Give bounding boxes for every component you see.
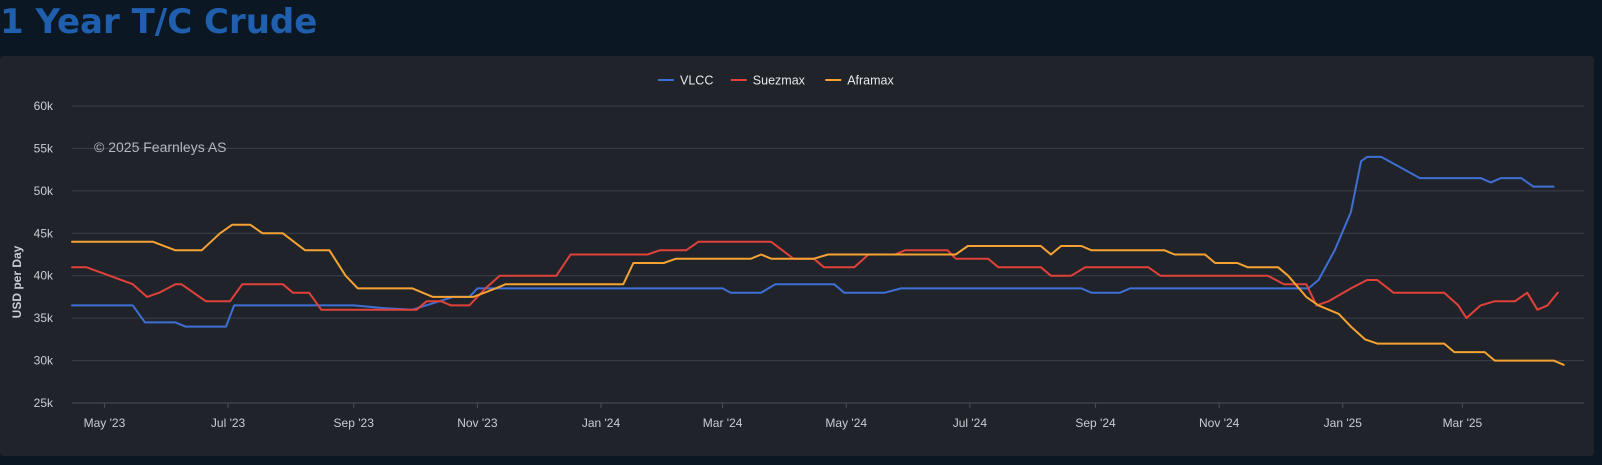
credits-text: © 2025 Fearnleys AS [94,139,227,155]
y-tick-label: 35k [34,311,54,325]
legend: VLCC Suezmax Aframax [658,74,894,88]
x-tick-label: Jan '25 [1324,416,1363,430]
legend-item-vlcc[interactable]: VLCC [658,74,713,88]
x-tick-label: Mar '25 [1443,416,1483,430]
y-tick-label: 60k [34,99,54,113]
x-tick-label: Sep '23 [334,416,375,430]
legend-item-aframax[interactable]: Aframax [825,74,894,88]
line-chart: 25k 30k 35k 40k 45k 50k 55k 60k May '23 Jul '23 S… [10,74,1584,430]
x-tick-label: Sep '24 [1075,416,1116,430]
x-tick-label: Nov '24 [1199,416,1240,430]
page-title: 1 Year T/C Crude [0,2,318,42]
x-tick-label: May '24 [825,416,867,430]
x-tick-label: Jan '24 [582,416,621,430]
series-layer [71,155,1565,366]
y-tick-label: 55k [34,141,54,155]
grid-lines [72,105,1584,404]
x-tick-label: May '23 [84,416,126,430]
chart-panel: 25k 30k 35k 40k 45k 50k 55k 60k May '23 Jul '23 S… [0,56,1594,456]
y-tick-label: 25k [34,396,54,410]
y-axis-label: USD per Day [10,245,24,318]
y-tick-label: 30k [34,354,54,368]
x-axis-ticks: May '23 Jul '23 Sep '23 Nov '23 Jan '24 Mar '… [72,402,1584,430]
y-tick-label: 50k [34,184,54,198]
legend-label: Aframax [847,74,894,88]
y-axis-ticks: 25k 30k 35k 40k 45k 50k 55k 60k [34,99,54,410]
series-line-aframax[interactable] [71,223,1565,366]
x-tick-label: Jul '24 [953,416,988,430]
legend-label: Suezmax [753,74,806,88]
x-tick-label: Mar '24 [703,416,743,430]
series-line-vlcc[interactable] [71,155,1555,328]
x-tick-label: Nov '23 [457,416,498,430]
x-tick-label: Jul '23 [211,416,246,430]
legend-label: VLCC [680,74,713,88]
legend-item-suezmax[interactable]: Suezmax [730,74,806,88]
y-tick-label: 45k [34,226,54,240]
series-line-suezmax[interactable] [71,240,1559,320]
y-tick-label: 40k [34,269,54,283]
